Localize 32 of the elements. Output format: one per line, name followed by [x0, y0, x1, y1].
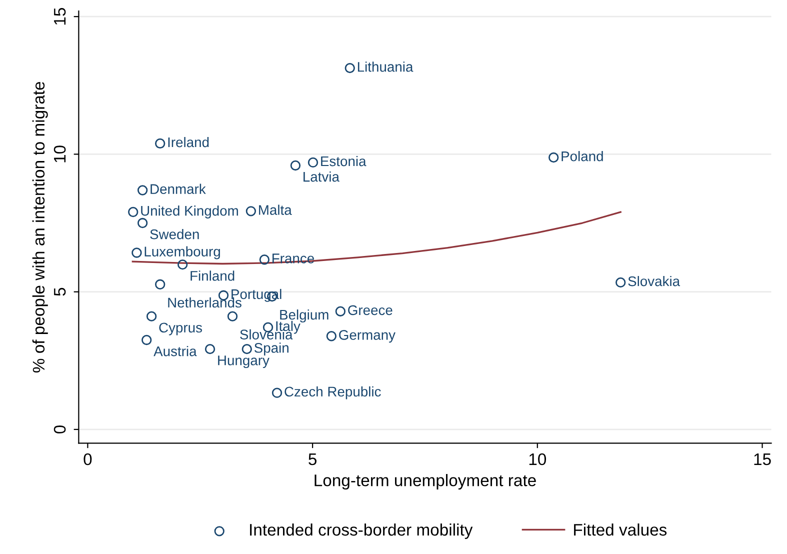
annotation: Finland — [190, 270, 234, 281]
y-tick-label: 10 — [54, 146, 66, 162]
legend-label: Fitted values — [574, 523, 667, 536]
annotation: Estonia — [321, 156, 366, 166]
annotation: Sweden — [150, 229, 199, 240]
legend-label: Intended cross-border mobility — [250, 523, 473, 539]
annotation: Hungary — [218, 356, 270, 368]
annotation: Lithuania — [358, 62, 414, 72]
y-axis-title: % of people with an intention to migrate — [32, 82, 48, 372]
annotation: Germany — [339, 330, 396, 343]
annotation: Denmark — [150, 184, 206, 194]
annotation: Malta — [259, 204, 292, 215]
x-axis-title: Long-term unemployment rate — [314, 474, 536, 490]
annotation: Slovakia — [628, 276, 680, 286]
annotation: Cyprus — [159, 322, 202, 336]
y-tick-label: 5 — [54, 288, 66, 296]
x-tick-label: 10 — [529, 453, 546, 466]
x-tick-label: 5 — [308, 454, 316, 466]
y-tick-label: 0 — [54, 425, 66, 434]
annotation: Spain — [254, 342, 288, 356]
annotation: Luxembourg — [144, 246, 220, 260]
x-tick-label: 0 — [84, 453, 92, 466]
annotation: Poland — [562, 151, 603, 162]
y-tick-label: 15 — [54, 8, 66, 25]
annotation: Greece — [348, 305, 392, 316]
annotation: Austria — [154, 346, 197, 356]
annotation: Latvia — [304, 172, 340, 182]
annotation: United Kingdom — [141, 206, 238, 218]
annotation: Ireland — [168, 136, 209, 148]
annotation: Czech Republic — [284, 386, 381, 400]
annotation: Belgium — [280, 309, 328, 322]
x-tick-label: 15 — [754, 454, 771, 466]
